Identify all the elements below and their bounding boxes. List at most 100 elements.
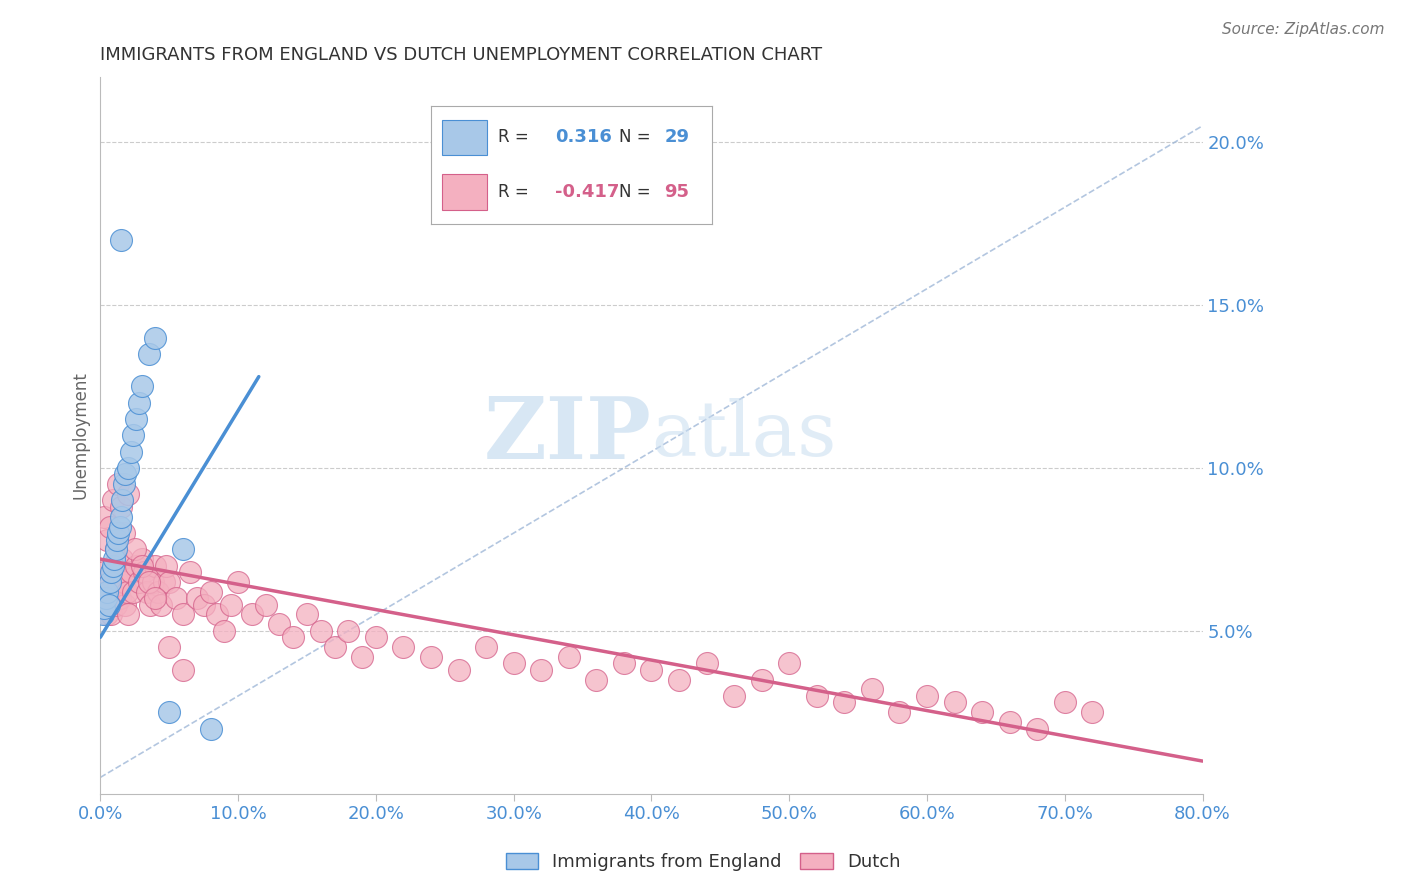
Point [352,649,374,664]
Point [94,591,117,606]
Point [117,607,139,622]
Point [108,519,131,533]
Point [105,533,128,547]
Point [696,657,718,671]
Point [120,444,142,458]
Point [138,347,160,361]
Y-axis label: Unemployment: Unemployment [72,371,89,500]
Point [834,695,856,709]
Point [104,542,127,557]
Point [110,565,132,579]
Point [269,617,291,632]
Point [131,552,153,566]
Point [100,607,122,622]
Text: Source: ZipAtlas.com: Source: ZipAtlas.com [1222,22,1385,37]
Point [114,598,136,612]
Text: IMMIGRANTS FROM ENGLAND VS DUTCH UNEMPLOYMENT CORRELATION CHART: IMMIGRANTS FROM ENGLAND VS DUTCH UNEMPLO… [100,46,823,64]
Point [1053,695,1076,709]
Point [558,649,581,664]
Point [111,552,134,566]
Point [226,574,249,589]
Point [283,630,305,644]
Point [447,663,470,677]
Point [107,477,129,491]
Point [751,673,773,687]
Point [723,689,745,703]
Point [125,558,148,573]
Point [152,574,174,589]
Point [96,584,118,599]
Point [502,657,524,671]
Point [110,509,132,524]
Point [112,526,135,541]
Point [778,657,800,671]
Point [1026,722,1049,736]
Point [165,591,187,606]
Point [254,598,277,612]
Point [93,565,115,579]
Point [530,663,553,677]
Point [91,574,114,589]
Point [94,591,117,606]
Point [157,574,180,589]
Point [157,640,180,654]
Point [915,689,938,703]
Point [111,493,134,508]
Point [97,598,120,612]
Point [668,673,690,687]
Point [115,584,138,599]
Point [124,542,146,557]
Point [475,640,498,654]
Point [142,574,165,589]
Point [131,379,153,393]
Point [309,624,332,638]
Point [110,233,132,247]
Point [806,689,828,703]
Point [122,428,145,442]
Point [186,591,208,606]
Point [104,542,127,557]
Point [207,607,229,622]
Point [112,574,135,589]
Point [91,607,114,622]
Point [139,598,162,612]
Point [972,705,994,719]
Point [128,574,150,589]
Point [125,412,148,426]
Point [998,714,1021,729]
Text: atlas: atlas [651,399,837,472]
Point [97,598,120,612]
Point [128,395,150,409]
Point [200,722,222,736]
Point [889,705,911,719]
Point [179,565,201,579]
Point [114,467,136,482]
Point [103,552,125,566]
Point [364,630,387,644]
Point [145,591,167,606]
Point [101,493,124,508]
Point [145,558,167,573]
Point [93,509,115,524]
Point [640,663,662,677]
Point [148,584,170,599]
Point [1081,705,1104,719]
Point [107,574,129,589]
Point [585,673,607,687]
Point [101,558,124,573]
Point [136,584,159,599]
Point [103,574,125,589]
Point [200,584,222,599]
Point [193,598,215,612]
Point [240,607,263,622]
Point [613,657,636,671]
Point [112,477,135,491]
Point [131,558,153,573]
Point [172,663,194,677]
Point [138,574,160,589]
Point [392,640,415,654]
Point [101,591,124,606]
Point [122,584,145,599]
Point [98,519,121,533]
Point [117,461,139,475]
